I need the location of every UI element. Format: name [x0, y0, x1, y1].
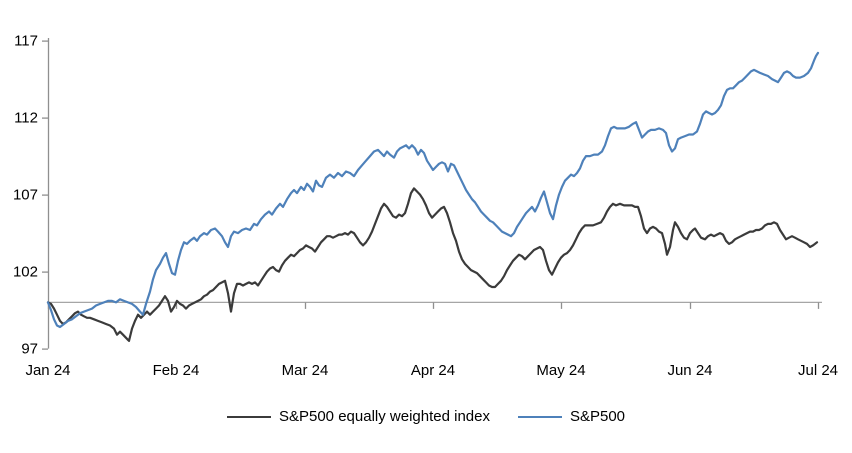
- y-tick-label-112: 112: [14, 110, 38, 127]
- y-tick-label-117: 117: [14, 33, 38, 50]
- y-tick-label-102: 102: [13, 264, 38, 281]
- x-tick-label-Jan-24: Jan 24: [25, 362, 70, 379]
- x-tick-label-Jun-24: Jun 24: [667, 362, 712, 379]
- y-tick-label-107: 107: [13, 187, 38, 204]
- legend-item-equal-weight: S&P500 equally weighted index: [226, 408, 490, 425]
- x-tick-label-May-24: May 24: [536, 362, 585, 379]
- series-line-equal-weight: [46, 187, 819, 342]
- x-tick-label-Feb-24: Feb 24: [153, 362, 200, 379]
- chart-legend: S&P500 equally weighted index S&P500: [0, 408, 852, 425]
- x-tick-label-Apr-24: Apr 24: [411, 362, 455, 379]
- legend-line-swatch-black: [226, 415, 271, 418]
- y-tick-label-97: 97: [21, 341, 38, 358]
- series-line-sp500: [46, 51, 820, 329]
- legend-line-swatch-blue: [517, 415, 562, 418]
- legend-item-sp500: S&P500: [517, 408, 626, 425]
- x-tick-label-Mar-24: Mar 24: [282, 362, 329, 379]
- x-tick-label-Jul-24: Jul 24: [798, 362, 838, 379]
- legend-label-equal-weight: S&P500 equally weighted index: [278, 408, 490, 425]
- legend-label-sp500: S&P500: [569, 408, 626, 425]
